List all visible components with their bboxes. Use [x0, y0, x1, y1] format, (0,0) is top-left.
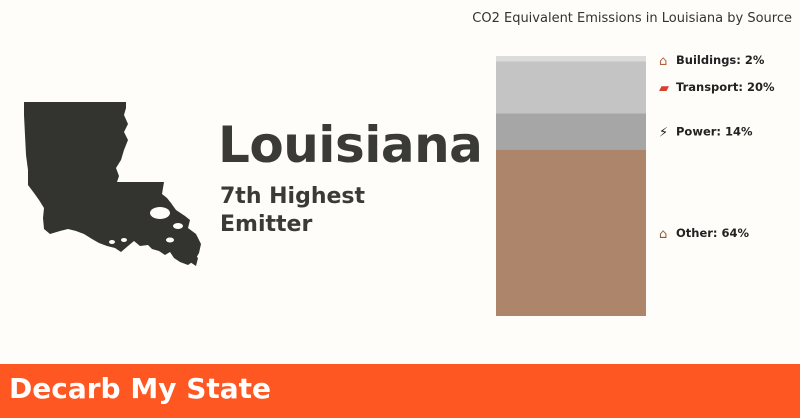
house-icon: ⌂	[659, 54, 667, 69]
site-title: Decarb My State	[9, 372, 272, 405]
emitter-rank: 7th Highest Emitter	[220, 184, 366, 237]
segment-label-other: Other: 64%	[676, 226, 750, 240]
segment-label-buildings: Buildings: 2%	[676, 53, 765, 67]
state-name: Louisiana	[218, 116, 483, 174]
car-icon: ▰	[659, 81, 669, 96]
bar-segment-other	[496, 149, 646, 316]
louisiana-state-map	[24, 102, 201, 266]
bar-segment-transport	[496, 61, 646, 114]
bar-segment-power	[496, 113, 646, 150]
emissions-stacked-bar-chart: ⌂ Other: 64% ⚡ Power: 14% ▰ Transport: 20% ⌂ Bu…	[496, 53, 775, 316]
factory-icon: ⌂	[659, 227, 667, 242]
segment-label-transport: Transport: 20%	[676, 80, 775, 94]
plug-icon: ⚡	[659, 125, 668, 140]
chart-title: CO2 Equivalent Emissions in Louisiana by…	[472, 11, 792, 26]
footer-banner: Decarb My State	[0, 364, 800, 418]
bar-segment-buildings	[496, 56, 646, 62]
segment-label-power: Power: 14%	[676, 124, 753, 138]
